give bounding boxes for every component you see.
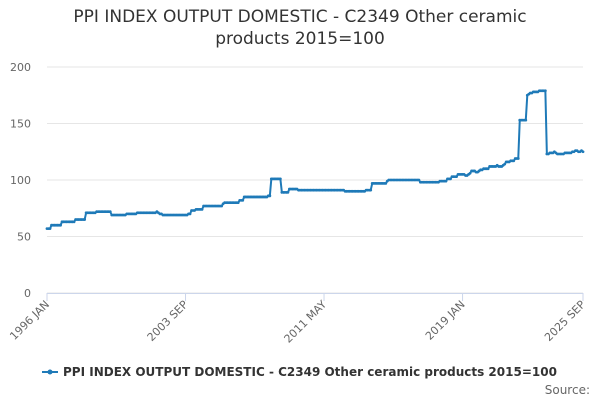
point <box>444 179 448 183</box>
point <box>286 191 290 194</box>
point <box>59 223 62 227</box>
y-tick-label: 150 <box>10 118 31 131</box>
y-tick-label: 200 <box>10 61 31 74</box>
point <box>581 150 585 154</box>
point <box>455 175 458 179</box>
point <box>200 207 204 211</box>
point <box>512 159 516 163</box>
x-tick-label: 2019 JAN <box>423 298 468 343</box>
legend-label: PPI INDEX OUTPUT DOMESTIC - C2349 Other … <box>63 365 557 379</box>
point <box>524 118 528 122</box>
point <box>72 220 76 224</box>
x-tick-label: 2025 SEP <box>542 298 588 344</box>
chart-title: PPI INDEX OUTPUT DOMESTIC - C2349 Other … <box>73 7 527 49</box>
y-tick-label: 0 <box>24 287 31 300</box>
point <box>83 218 87 221</box>
point <box>268 194 272 198</box>
point <box>369 188 373 192</box>
point <box>449 177 452 181</box>
point <box>48 227 52 230</box>
point <box>236 201 240 205</box>
y-tick-label: 100 <box>10 174 31 187</box>
legend-marker <box>47 369 53 375</box>
point <box>188 212 192 216</box>
y-tick-label: 50 <box>17 231 31 244</box>
point <box>108 210 112 214</box>
x-tick-label: 1996 JAN <box>7 298 52 343</box>
x-tick-label: 2003 SEP <box>145 298 191 344</box>
point <box>486 167 490 171</box>
point <box>241 198 245 202</box>
point <box>468 171 472 175</box>
point <box>543 89 547 93</box>
point <box>516 157 520 160</box>
point <box>503 162 507 166</box>
source: Source: <box>545 383 590 397</box>
point <box>417 178 421 182</box>
x-tick-label: 2011 MAY <box>282 298 330 346</box>
point <box>220 204 224 208</box>
point <box>278 177 282 181</box>
point <box>384 181 388 185</box>
series-line <box>47 89 584 230</box>
